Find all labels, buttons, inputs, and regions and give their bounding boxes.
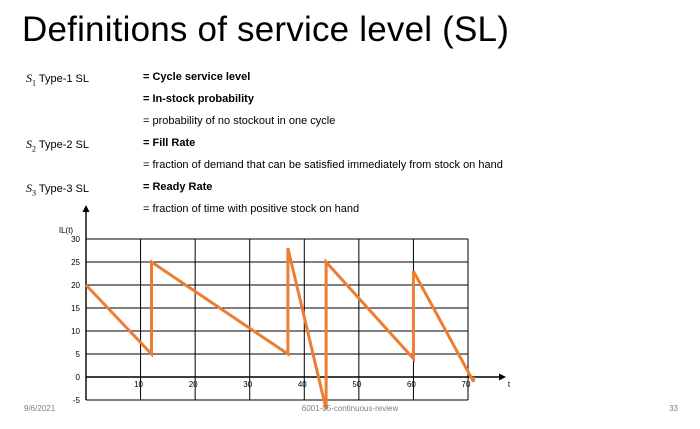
definition-type: Type-1 SL	[38, 73, 89, 85]
y-tick-label: -5	[73, 396, 81, 405]
footer-title: 6001-05-continuous-review	[301, 404, 399, 413]
x-tick-label: 40	[298, 380, 307, 389]
x-axis-label: t	[508, 380, 511, 389]
page-number: 33	[669, 404, 678, 413]
x-tick-label: 60	[407, 380, 416, 389]
definition-symbol: S3	[26, 181, 36, 198]
footer-date: 9/6/2021	[24, 404, 56, 413]
y-tick-label: 20	[71, 281, 80, 290]
x-tick-label: 30	[243, 380, 252, 389]
definition-text: = Ready Rate	[143, 181, 213, 193]
definition-text: = Cycle service level	[143, 71, 251, 83]
y-tick-label: 25	[71, 258, 80, 267]
x-tick-label: 70	[462, 380, 471, 389]
y-tick-label: 0	[76, 373, 81, 382]
definition-label: S2 Type-2 SL	[26, 137, 89, 153]
slide-title: Definitions of service level (SL)	[22, 10, 510, 49]
definition-text: = probability of no stockout in one cycl…	[143, 115, 336, 127]
y-tick-label: 10	[71, 327, 80, 336]
definition-label: S1 Type-1 SL	[26, 71, 89, 87]
definition-symbol: S2	[26, 137, 36, 154]
y-tick-label: 15	[71, 304, 80, 313]
y-axis-label: IL(t)	[59, 226, 74, 235]
x-axis-arrow-icon	[499, 373, 506, 381]
y-tick-label: 30	[71, 235, 80, 244]
definition-type: Type-3 SL	[38, 183, 89, 195]
y-axis-arrow-icon	[82, 205, 90, 212]
y-tick-label: 5	[76, 350, 81, 359]
x-tick-label: 50	[352, 380, 361, 389]
definition-text: = Fill Rate	[143, 137, 196, 149]
definition-text: = In-stock probability	[143, 93, 254, 105]
definition-symbol: S1	[26, 71, 36, 88]
definition-text: = fraction of time with positive stock o…	[143, 203, 360, 215]
inventory-level-line	[84, 247, 475, 410]
x-tick-label: 20	[189, 380, 198, 389]
x-tick-label: 10	[134, 380, 143, 389]
definition-label: S3 Type-3 SL	[26, 181, 89, 197]
definition-text: = fraction of demand that can be satisfi…	[143, 159, 503, 171]
definition-type: Type-2 SL	[38, 139, 89, 151]
